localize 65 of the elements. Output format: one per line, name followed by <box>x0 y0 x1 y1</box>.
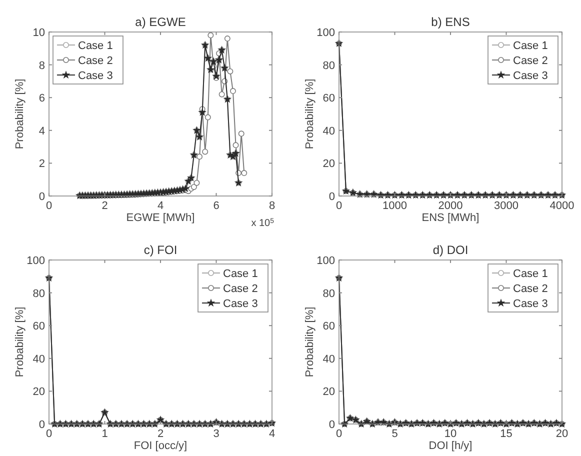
x-tick-label: 20 <box>556 428 568 440</box>
y-tick-label: 0 <box>38 419 45 431</box>
y-tick-label: 0 <box>38 191 45 203</box>
y-axis-title: Probability [%] <box>14 306 26 378</box>
x-axis-title: DOI [h/y] <box>428 440 472 452</box>
x-tick-label: 10 <box>444 428 457 440</box>
y-tick-label: 60 <box>322 92 335 105</box>
x-tick-label: 1 <box>102 428 108 440</box>
legend-label: Case 2 <box>513 283 548 295</box>
legend-label: Case 2 <box>78 55 113 67</box>
y-axis-title: Probability [%] <box>304 306 316 378</box>
x-tick-label: 2 <box>157 428 164 440</box>
x-tick-label: 5 <box>392 428 398 440</box>
y-tick-label: 10 <box>32 27 45 39</box>
y-tick-label: 80 <box>322 288 335 300</box>
y-axis-title: Probability [%] <box>14 78 26 150</box>
x-tick-label: 3 <box>213 428 220 440</box>
x-axis-title: EGWE [MWh] <box>126 212 195 224</box>
y-tick-label: 60 <box>322 320 335 333</box>
x-tick-label: 15 <box>500 428 512 440</box>
y-tick-label: 100 <box>316 255 335 267</box>
legend-label: Case 1 <box>513 40 548 52</box>
x-tick-label: 2000 <box>438 200 463 212</box>
chart-title: a) EGWE <box>135 15 186 29</box>
y-tick-label: 80 <box>32 288 45 300</box>
x-tick-label: 4 <box>157 200 164 212</box>
y-tick-label: 6 <box>38 92 45 105</box>
legend-label: Case 3 <box>78 70 113 82</box>
y-tick-label: 100 <box>316 27 335 39</box>
x-tick-label: 1000 <box>382 200 407 212</box>
legend-label: Case 2 <box>223 283 258 295</box>
y-tick-label: 0 <box>328 191 335 203</box>
chart-title: b) ENS <box>431 15 470 29</box>
chart-title: c) FOI <box>144 243 178 257</box>
legend-label: Case 3 <box>223 298 258 310</box>
y-tick-label: 20 <box>322 386 335 398</box>
y-tick-label: 4 <box>38 125 45 138</box>
chart-title: d) DOI <box>432 243 468 257</box>
y-tick-label: 80 <box>322 60 335 72</box>
x-tick-label: 8 <box>268 200 276 212</box>
legend-label: Case 3 <box>513 70 548 82</box>
text: x 10$^{5}$ <box>251 218 274 229</box>
legend-label: Case 1 <box>513 268 548 280</box>
y-tick-label: 8 <box>38 60 45 72</box>
y-tick-label: 40 <box>322 353 335 366</box>
x-tick-label: 4 <box>268 428 276 440</box>
y-tick-label: 40 <box>322 125 335 138</box>
x-axis-title: ENS [MWh] <box>422 212 480 224</box>
y-tick-label: 20 <box>32 386 45 398</box>
x-tick-label: 2 <box>102 200 108 212</box>
y-tick-label: 60 <box>32 320 45 333</box>
y-tick-label: 2 <box>38 158 45 170</box>
legend-label: Case 2 <box>513 55 548 67</box>
x-tick-label: 4000 <box>550 200 574 212</box>
y-tick-label: 40 <box>32 353 45 366</box>
x-tick-label: 6 <box>213 200 220 212</box>
x-axis-title: FOI [occ/y] <box>134 440 188 452</box>
legend-label: Case 1 <box>223 268 258 280</box>
x-tick-label: 3000 <box>494 200 518 212</box>
y-tick-label: 20 <box>322 158 335 170</box>
y-tick-label: 0 <box>328 419 335 431</box>
y-axis-title: Probability [%] <box>304 78 316 150</box>
legend-label: Case 1 <box>78 40 113 52</box>
y-tick-label: 100 <box>26 255 45 267</box>
legend-label: Case 3 <box>513 298 548 310</box>
